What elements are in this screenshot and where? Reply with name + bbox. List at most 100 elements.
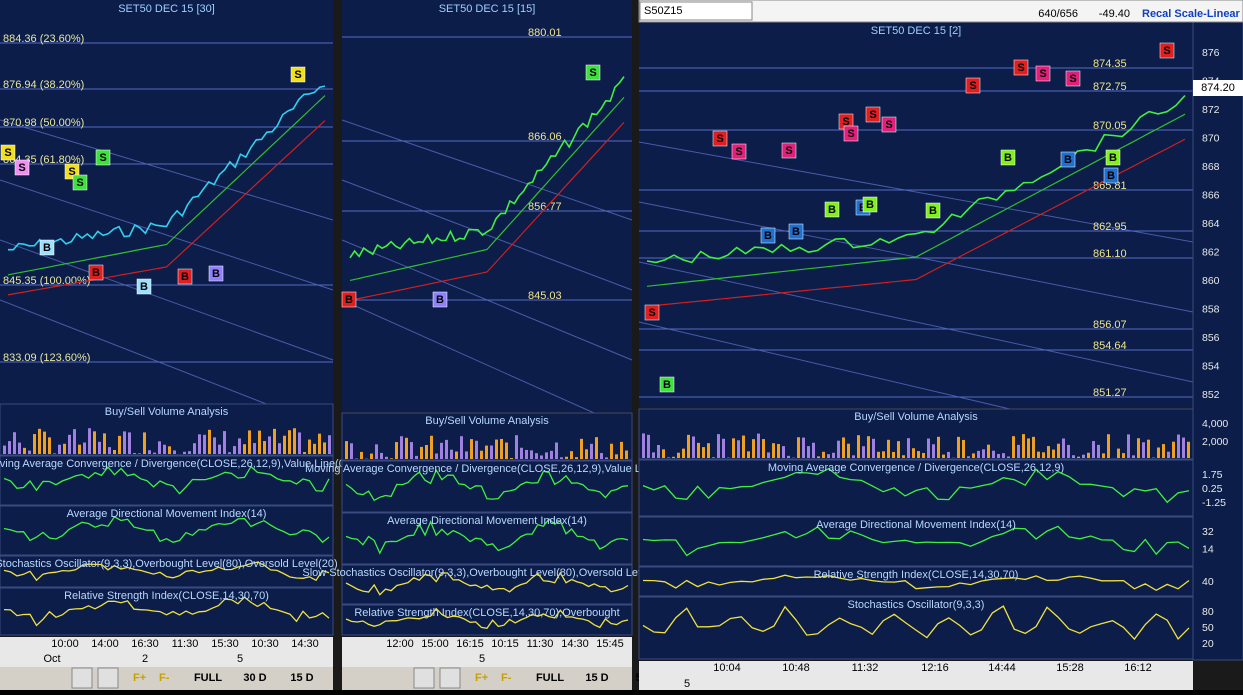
volume-bar xyxy=(475,441,478,459)
signal-label: S xyxy=(1069,73,1076,85)
level-label: 861.10 xyxy=(1093,248,1127,260)
volume-bar xyxy=(1147,440,1150,458)
price-tick: 866 xyxy=(1202,189,1220,201)
zoom-button[interactable]: F+ xyxy=(475,672,488,684)
volume-bar xyxy=(1027,438,1030,458)
volume-bar xyxy=(1002,453,1005,458)
indicator-title: Stochastics Oscillator(9,3,3),Overbought… xyxy=(0,558,338,570)
volume-bar xyxy=(238,438,241,454)
volume-bar xyxy=(540,455,543,459)
volume-bar xyxy=(987,445,990,458)
price-tick: 870 xyxy=(1202,132,1220,144)
signal-label: B xyxy=(181,271,189,283)
volume-bar xyxy=(722,439,725,458)
symbol[interactable]: S50Z15 xyxy=(644,5,683,17)
volume-bar xyxy=(1097,445,1100,458)
range-button[interactable]: 15 D xyxy=(585,672,608,684)
volume-bar xyxy=(283,436,286,454)
volume-bar xyxy=(887,440,890,458)
indicator-title: Relative Strength Index(CLOSE,14,30,70) xyxy=(64,590,269,602)
volume-bar xyxy=(1132,455,1135,458)
volume-bar xyxy=(882,451,885,458)
time-label: 15:28 xyxy=(1056,662,1084,674)
volume-bar xyxy=(652,452,655,458)
volume-bar xyxy=(625,450,628,459)
volume-bar xyxy=(580,439,583,459)
range-button[interactable]: 30 D xyxy=(243,672,266,684)
zoom-button[interactable]: F- xyxy=(501,672,512,684)
volume-bar xyxy=(1107,434,1110,458)
level-label: 854.64 xyxy=(1093,340,1127,352)
volume-bar xyxy=(83,443,86,454)
volume-bar xyxy=(168,446,171,454)
volume-bar xyxy=(610,444,613,459)
level-label: 880.01 xyxy=(528,27,562,39)
time-label: 14:30 xyxy=(291,638,319,650)
volume-bar xyxy=(642,433,645,458)
signal-label: B xyxy=(43,242,51,254)
price-tick: 856 xyxy=(1202,332,1220,344)
zoom-button[interactable]: F- xyxy=(159,672,170,684)
volume-bar xyxy=(545,452,548,459)
volume-bar xyxy=(932,444,935,458)
scroll-left[interactable] xyxy=(72,668,92,688)
volume-bar xyxy=(772,443,775,458)
indicator-tick: 1.75 xyxy=(1202,469,1223,481)
volume-bar xyxy=(395,442,398,459)
signal-label: B xyxy=(436,294,444,306)
volume-bar xyxy=(977,451,980,458)
volume-bar xyxy=(1057,444,1060,458)
volume-bar xyxy=(173,450,176,454)
range-button[interactable]: FULL xyxy=(536,672,564,684)
volume-bar xyxy=(33,434,36,454)
volume-bar xyxy=(1167,452,1170,458)
volume-bar xyxy=(1072,455,1075,458)
time-label: 14:30 xyxy=(561,638,589,650)
volume-bar xyxy=(1142,442,1145,458)
volume-bar xyxy=(942,455,945,458)
scroll-left[interactable] xyxy=(414,668,434,688)
range-button[interactable]: 15 D xyxy=(290,672,313,684)
chart-background xyxy=(0,0,333,403)
volume-bar xyxy=(350,443,353,459)
volume-bar xyxy=(575,457,578,459)
level-label: 845.35 (100.00%) xyxy=(3,275,90,287)
volume-bar xyxy=(203,435,206,454)
volume-bar xyxy=(937,437,940,458)
volume-bar xyxy=(505,443,508,459)
indicator-title: Average Directional Movement Index(14) xyxy=(387,515,587,527)
volume-bar xyxy=(972,453,975,458)
volume-bar xyxy=(263,441,266,454)
indicator-tick: 20 xyxy=(1202,638,1214,650)
volume-bar xyxy=(313,444,316,454)
indicator-title: Average Directional Movement Index(14) xyxy=(67,508,267,520)
scroll-right[interactable] xyxy=(98,668,118,688)
range-button[interactable]: FULL xyxy=(194,672,222,684)
price-tick: 852 xyxy=(1202,389,1220,401)
signal-label: B xyxy=(764,230,772,242)
volume-bar xyxy=(208,430,211,454)
volume-bar xyxy=(400,436,403,459)
indicator-tick: 0.25 xyxy=(1202,483,1223,495)
indicator-tick: 32 xyxy=(1202,526,1214,538)
volume-bar xyxy=(480,451,483,459)
volume-bar xyxy=(662,449,665,458)
volume-bar xyxy=(812,443,815,458)
volume-bar xyxy=(867,436,870,458)
recal-button[interactable]: Recal Scale-Linear xyxy=(1142,8,1241,20)
volume-bar xyxy=(530,450,533,459)
scroll-right[interactable] xyxy=(440,668,460,688)
volume-bar xyxy=(747,451,750,458)
volume-bar xyxy=(253,443,256,454)
volume-bar xyxy=(148,450,151,454)
volume-bar xyxy=(1067,445,1070,458)
volume-bar xyxy=(123,431,126,454)
last-price: 874.20 xyxy=(1201,82,1235,94)
volume-bar xyxy=(193,443,196,454)
signal-label: S xyxy=(1017,62,1024,74)
zoom-button[interactable]: F+ xyxy=(133,672,146,684)
time-label: 15:45 xyxy=(596,638,624,650)
indicator-tick: 2,000 xyxy=(1202,436,1228,448)
volume-bar xyxy=(590,444,593,459)
signal-label: S xyxy=(76,177,83,189)
